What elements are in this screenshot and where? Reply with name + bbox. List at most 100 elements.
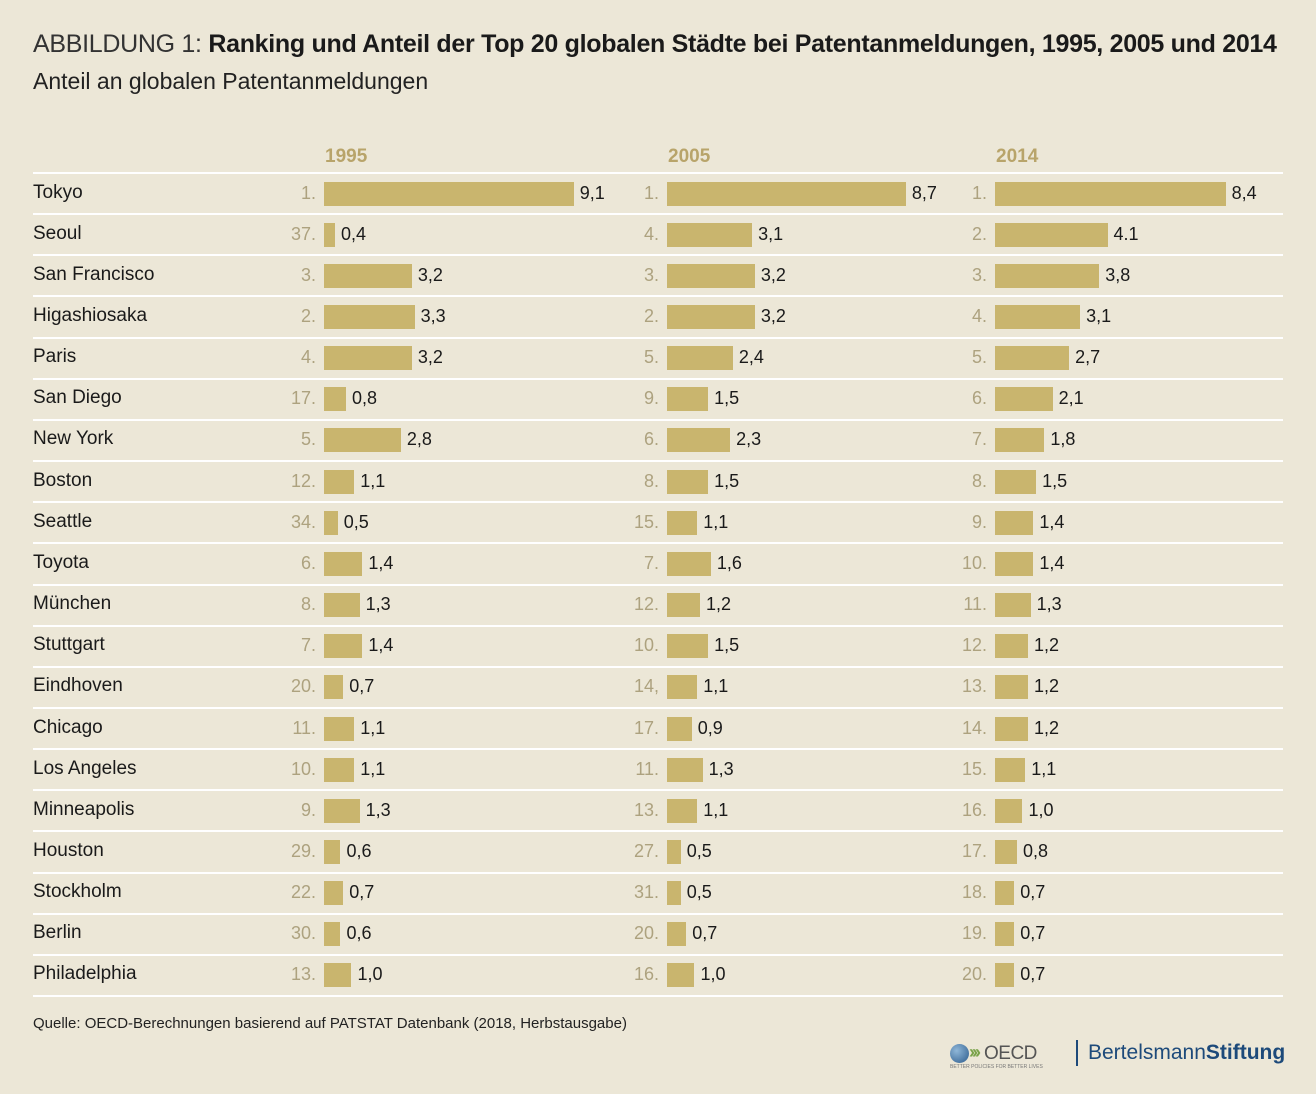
bar	[667, 387, 709, 412]
rank-label: 4.	[300, 347, 316, 368]
city-label: Seattle	[33, 510, 93, 532]
rank-label: 17.	[961, 840, 987, 861]
bar	[324, 387, 346, 412]
bar	[995, 798, 1023, 823]
rank-label: 13.	[961, 676, 987, 697]
rank-label: 10.	[290, 758, 316, 779]
bar	[667, 181, 906, 206]
row-divider	[33, 542, 1283, 545]
rank-label: 20.	[961, 964, 987, 985]
bar	[324, 757, 355, 782]
value-label: 1,3	[1036, 594, 1062, 615]
bar	[667, 839, 681, 864]
value-label: 3,3	[420, 306, 446, 327]
bar	[667, 757, 703, 782]
row-divider	[33, 583, 1283, 586]
bar	[667, 263, 755, 288]
city-label: Stuttgart	[33, 634, 105, 656]
rank-label: 8.	[643, 470, 659, 491]
bar	[995, 757, 1026, 782]
city-label: Tokyo	[33, 181, 83, 203]
value-label: 1,0	[1028, 799, 1054, 820]
value-label: 1,2	[705, 594, 731, 615]
row-divider	[33, 213, 1283, 216]
row-divider	[33, 336, 1283, 339]
bar	[324, 263, 412, 288]
bar	[995, 839, 1017, 864]
bar	[667, 222, 753, 247]
rank-label: 17.	[633, 717, 659, 738]
bar	[995, 922, 1015, 947]
value-label: 1,3	[365, 594, 391, 615]
value-label: 1,2	[1033, 676, 1059, 697]
rank-label: 18.	[961, 882, 987, 903]
row-divider	[33, 871, 1283, 874]
rank-label: 6.	[971, 388, 987, 409]
value-label: 4.1	[1113, 223, 1139, 244]
rank-label: 7.	[643, 552, 659, 573]
year-header: 1995	[325, 146, 368, 167]
row-divider	[33, 172, 1283, 174]
city-label: Berlin	[33, 922, 82, 944]
row-divider	[33, 706, 1283, 709]
value-label: 1,0	[357, 964, 383, 985]
value-label: 2,3	[736, 429, 762, 450]
value-label: 0,6	[346, 840, 372, 861]
bar	[324, 839, 341, 864]
value-label: 1,1	[703, 676, 729, 697]
bar	[995, 551, 1034, 576]
city-label: Eindhoven	[33, 675, 123, 697]
rank-label: 17.	[290, 388, 316, 409]
value-label: 0,7	[349, 676, 375, 697]
value-label: 0,4	[340, 223, 366, 244]
value-label: 3,2	[760, 264, 786, 285]
rank-label: 5.	[300, 429, 316, 450]
source-note: Quelle: OECD-Berechnungen basierend auf …	[33, 1015, 627, 1032]
rank-label: 4.	[643, 223, 659, 244]
bar	[995, 963, 1015, 988]
value-label: 8,4	[1231, 182, 1257, 203]
value-label: 1,1	[1031, 758, 1057, 779]
row-divider	[33, 665, 1283, 668]
row-divider	[33, 254, 1283, 257]
row-divider	[33, 501, 1283, 504]
value-label: 9,1	[579, 182, 605, 203]
value-label: 1,1	[703, 511, 729, 532]
value-label: 1,2	[1033, 635, 1059, 656]
rank-label: 5.	[643, 347, 659, 368]
bar	[995, 305, 1081, 330]
city-label: Seoul	[33, 222, 82, 244]
rank-label: 9.	[971, 511, 987, 532]
row-divider	[33, 789, 1283, 792]
bar	[324, 346, 412, 371]
city-label: Philadelphia	[33, 963, 137, 985]
bar	[324, 922, 341, 947]
bar	[995, 181, 1226, 206]
bar	[324, 798, 360, 823]
city-label: Boston	[33, 469, 93, 491]
bertelsmann-logo: BertelsmannStiftung	[1076, 1040, 1285, 1066]
year-header: 2014	[996, 146, 1039, 167]
rank-label: 27.	[633, 840, 659, 861]
value-label: 0,7	[692, 923, 718, 944]
rank-label: 1.	[643, 182, 659, 203]
bar	[324, 881, 344, 906]
rank-label: 14,	[633, 676, 659, 697]
bar	[667, 881, 681, 906]
city-label: Houston	[33, 839, 104, 861]
bar	[324, 305, 415, 330]
value-label: 0,5	[686, 840, 712, 861]
value-label: 1,1	[360, 758, 386, 779]
rank-label: 7.	[300, 635, 316, 656]
bar	[667, 593, 700, 618]
bar	[667, 469, 709, 494]
rank-label: 11.	[635, 758, 659, 779]
bar	[995, 428, 1045, 453]
bar	[667, 716, 692, 741]
value-label: 0,7	[1020, 923, 1046, 944]
rank-label: 20.	[290, 676, 316, 697]
rank-label: 9.	[300, 799, 316, 820]
rank-label: 16.	[961, 799, 987, 820]
row-divider	[33, 953, 1283, 956]
value-label: 3,8	[1105, 264, 1131, 285]
